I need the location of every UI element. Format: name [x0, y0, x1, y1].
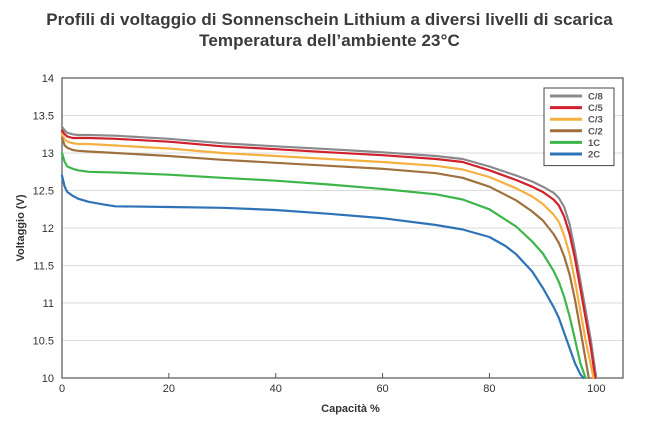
chart-subtitle: Temperatura dell’ambiente 23°C [199, 31, 460, 50]
x-tick-label: 20 [163, 383, 175, 395]
series-line-c-8 [60, 125, 598, 380]
plot-frame [61, 77, 624, 379]
x-axis-label: Capacità % [321, 403, 380, 415]
y-tick-label: 13 [42, 148, 54, 160]
legend-label: C/3 [588, 115, 603, 126]
y-tick-label: 10 [42, 373, 54, 385]
legend-label: C/2 [588, 126, 603, 137]
y-tick-label: 13.5 [33, 111, 54, 123]
y-tick-label: 11 [43, 298, 54, 310]
legend-label: 2C [588, 150, 600, 161]
series-line-c-5 [60, 129, 597, 380]
y-tick-label: 12.5 [33, 186, 54, 198]
series-line-c-3 [60, 133, 595, 380]
legend-label: 1C [588, 138, 600, 149]
series-line-1c [60, 151, 587, 380]
x-tick-label: 40 [270, 383, 282, 395]
series-line-2c [60, 174, 585, 380]
y-axis-label: Voltaggio (V) [15, 194, 27, 261]
chart-title: Profili di voltaggio di Sonnenschein Lit… [46, 10, 613, 29]
x-tick-label: 60 [376, 383, 388, 395]
x-tick-label: 80 [483, 383, 495, 395]
legend-label: C/8 [588, 92, 603, 103]
y-tick-label: 11.5 [33, 261, 54, 273]
y-tick-label: 12 [42, 223, 54, 235]
x-tick-label: 100 [587, 383, 605, 395]
x-tick-label: 0 [59, 383, 65, 395]
tick-layer: 10 10.5 11 11.5 12 12.5 13 13.5 14 0 20 40 60 80 100 [33, 73, 606, 395]
series-layer [60, 125, 598, 380]
series-line-c-2 [60, 136, 590, 380]
y-tick-label: 10.5 [33, 336, 54, 348]
y-tick-label: 14 [42, 73, 54, 85]
legend-label: C/5 [588, 103, 604, 114]
